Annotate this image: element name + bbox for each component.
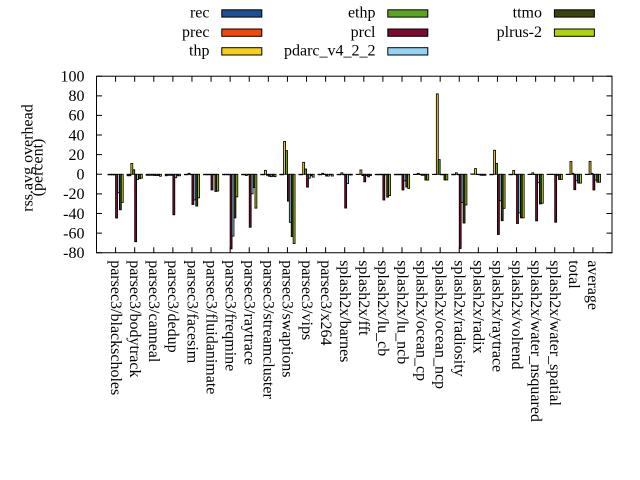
svg-text:splash2x/water_nsquared: splash2x/water_nsquared xyxy=(527,260,544,422)
svg-text:prec: prec xyxy=(182,24,210,41)
svg-text:parsec3/fluidanimate: parsec3/fluidanimate xyxy=(202,260,219,394)
svg-text:rss.avg overhead: rss.avg overhead xyxy=(19,104,36,212)
svg-text:parsec3/freqmine: parsec3/freqmine xyxy=(221,260,238,371)
svg-text:splash2x/lu_cb: splash2x/lu_cb xyxy=(374,260,391,356)
svg-text:60: 60 xyxy=(69,108,85,125)
svg-text:splash2x/barnes: splash2x/barnes xyxy=(336,260,353,362)
svg-text:(percent): (percent) xyxy=(29,139,46,197)
svg-text:40: 40 xyxy=(69,127,85,144)
svg-text:ttmo: ttmo xyxy=(513,5,542,22)
svg-text:parsec3/bodytrack: parsec3/bodytrack xyxy=(126,260,143,377)
svg-text:plrus-2: plrus-2 xyxy=(497,24,542,41)
svg-text:prcl: prcl xyxy=(351,24,376,41)
svg-text:splash2x/raytrace: splash2x/raytrace xyxy=(489,260,506,372)
svg-text:parsec3/raytrace: parsec3/raytrace xyxy=(241,260,258,365)
svg-text:splash2x/radiosity: splash2x/radiosity xyxy=(451,260,468,376)
svg-text:splash2x/radix: splash2x/radix xyxy=(470,260,487,353)
svg-text:-80: -80 xyxy=(63,245,84,262)
svg-text:100: 100 xyxy=(61,69,85,86)
svg-text:ethp: ethp xyxy=(348,5,376,22)
svg-text:20: 20 xyxy=(69,147,85,164)
svg-text:parsec3/x264: parsec3/x264 xyxy=(317,260,334,345)
svg-text:parsec3/dedup: parsec3/dedup xyxy=(164,260,181,352)
svg-text:80: 80 xyxy=(69,88,85,105)
svg-text:pdarc_v4_2_2: pdarc_v4_2_2 xyxy=(284,43,376,60)
svg-text:-60: -60 xyxy=(63,225,84,242)
svg-text:splash2x/ocean_ncp: splash2x/ocean_ncp xyxy=(431,260,448,389)
svg-text:parsec3/vips: parsec3/vips xyxy=(298,260,315,340)
svg-text:splash2x/volrend: splash2x/volrend xyxy=(508,260,525,369)
svg-text:rec: rec xyxy=(190,5,210,22)
svg-text:-40: -40 xyxy=(63,206,84,223)
svg-text:splash2x/water_spatial: splash2x/water_spatial xyxy=(546,260,563,406)
svg-text:0: 0 xyxy=(77,167,85,184)
svg-text:parsec3/blackscholes: parsec3/blackscholes xyxy=(107,260,124,395)
svg-text:parsec3/canneal: parsec3/canneal xyxy=(145,260,162,363)
svg-text:parsec3/streamcluster: parsec3/streamcluster xyxy=(260,260,277,399)
svg-text:splash2x/ocean_cp: splash2x/ocean_cp xyxy=(412,260,429,381)
svg-text:total: total xyxy=(565,260,582,289)
svg-text:-20: -20 xyxy=(63,186,84,203)
svg-text:splash2x/fft: splash2x/fft xyxy=(355,260,372,336)
svg-text:average: average xyxy=(584,260,601,310)
svg-text:splash2x/lu_ncb: splash2x/lu_ncb xyxy=(393,260,410,364)
svg-text:parsec3/facesim: parsec3/facesim xyxy=(183,260,200,364)
svg-text:parsec3/swaptions: parsec3/swaptions xyxy=(279,260,296,377)
svg-text:thp: thp xyxy=(189,43,209,60)
